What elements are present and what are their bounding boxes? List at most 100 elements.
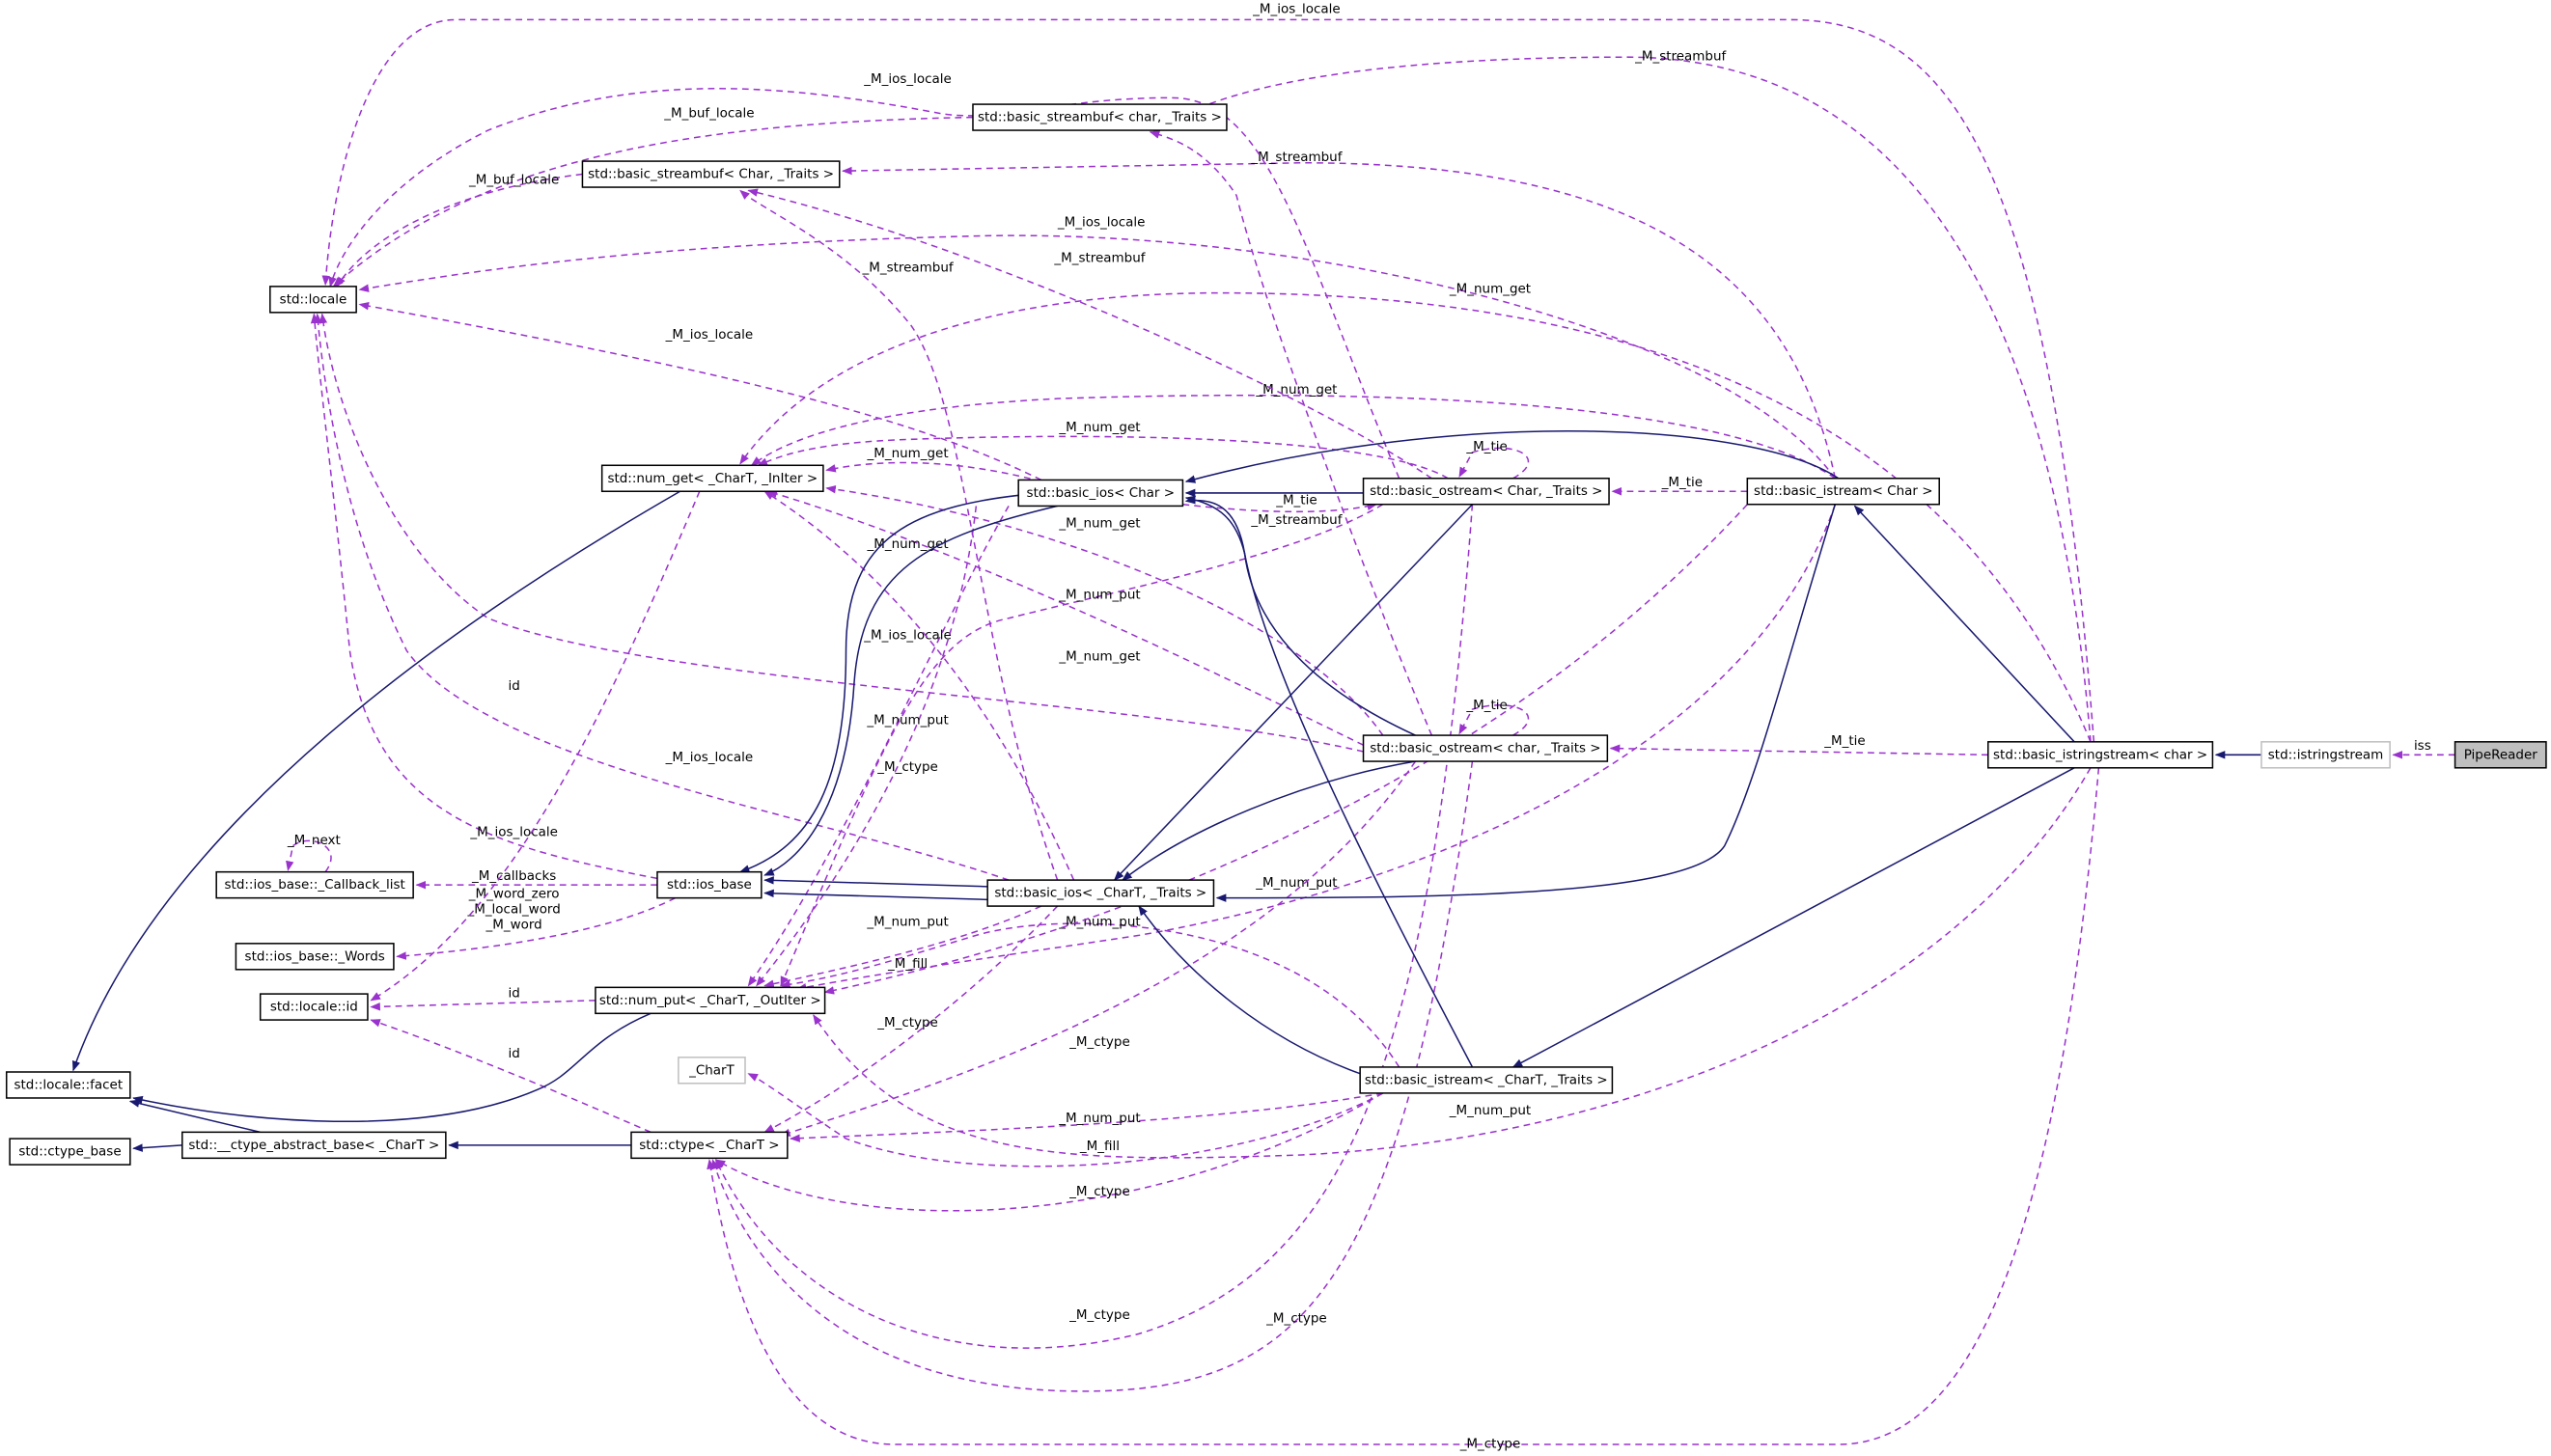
edge-label: _M_num_put — [866, 712, 948, 728]
edge-line — [370, 490, 701, 1002]
class-node-locid[interactable]: std::locale::id — [259, 993, 369, 1021]
edge-line — [823, 504, 1748, 995]
node-box — [972, 103, 1228, 131]
edge-label: _M_ios_locale — [863, 628, 951, 644]
class-node-num-get[interactable]: std::num_get< _CharT, _InIter > — [600, 464, 824, 493]
class-node-bios-char[interactable]: std::basic_ios< Char > — [1017, 479, 1184, 508]
edge-label: _M_ios_locale — [665, 327, 754, 343]
node-label: std::ctype_base — [18, 1144, 121, 1160]
class-node-ctype-base[interactable]: std::ctype_base — [9, 1138, 131, 1166]
inheritance-edge-cab-to-facet — [128, 1099, 261, 1134]
class-node-bos-char[interactable]: std::basic_ostream< Char, _Traits > — [1362, 478, 1610, 506]
edge-label: _M_num_get — [866, 446, 948, 461]
usage-edge-bis_Char-to-sb_Char: _M_streambuf — [842, 150, 1837, 479]
edge-label: _M_tie — [1275, 493, 1317, 508]
usage-edge-bos_char-to-sb_char: _M_streambuf — [1149, 130, 1433, 736]
edge-line — [358, 301, 1042, 481]
class-node-bis-char[interactable]: std::basic_istream< Char > — [1746, 478, 1940, 506]
usage-edge-bos_Char-to-num_get: _M_num_get — [757, 420, 1449, 480]
edge-line — [738, 492, 1041, 873]
edge-line — [739, 189, 1059, 881]
edge-label: _M_streambuf — [1634, 49, 1726, 65]
class-node-cb-list[interactable]: std::ios_base::_Callback_list — [215, 870, 414, 899]
node-box — [600, 464, 824, 493]
usage-edge-num_get-to-locid: id — [370, 490, 701, 1002]
class-node-iss[interactable]: std::istringstream — [2260, 741, 2391, 769]
inheritance-edge-bios_CharT-to-ios_base — [763, 876, 988, 888]
usage-edge-bios_Char-to-num_put: _M_num_put — [747, 506, 1010, 987]
class-node-sb-char[interactable]: std::basic_streambuf< Char, _Traits > — [581, 160, 841, 188]
usage-edge-bis_Char-to-bos_Char: _M_tie — [1611, 475, 1748, 496]
edge-label: _M_fill — [887, 956, 928, 972]
node-box — [2454, 741, 2547, 769]
edge-line — [71, 490, 680, 1072]
edge-label: _M_ios_locale — [863, 71, 951, 87]
edge-label: _M_ctype — [876, 759, 938, 775]
node-label: std::__ctype_abstract_base< _CharT > — [188, 1138, 439, 1153]
edge-line — [1511, 767, 2075, 1068]
class-node-num-put[interactable]: std::num_put< _CharT, _OutIter > — [595, 986, 826, 1015]
edge-label: _M_ios_locale — [1252, 2, 1341, 17]
edge-line — [1149, 130, 1433, 736]
edge-line — [358, 234, 1836, 480]
edge-label: _M_ctype — [1459, 1436, 1521, 1451]
node-box — [5, 1071, 131, 1099]
inheritance-edge-bos_Char-to-bios_CharT — [1113, 504, 1474, 881]
edge-line — [795, 504, 1837, 992]
edge-label: _M_local_word — [466, 902, 560, 918]
class-node-ctype[interactable]: std::ctype< _CharT > — [630, 1131, 789, 1160]
edge-line — [336, 173, 583, 288]
edge-line — [780, 504, 1384, 987]
node-label: std::ios_base — [667, 877, 752, 893]
inheritance-edge-bis_CharT-to-bios_Char — [1184, 495, 1474, 1068]
node-box — [630, 1131, 789, 1160]
edge-label: _M_streambuf — [861, 261, 953, 276]
node-box — [581, 160, 841, 188]
edge-label: _M_ios_locale — [665, 750, 754, 765]
class-node-bos-char[interactable]: std::basic_ostream< char, _Traits > — [1362, 734, 1609, 762]
edge-line — [370, 1019, 652, 1134]
node-label: std::locale — [280, 291, 347, 307]
usage-edge-bios_CharT-to-sb_Char: _M_streambuf — [739, 189, 1059, 881]
class-node-bios-chart[interactable]: std::basic_ios< _CharT, _Traits > — [986, 879, 1215, 907]
edge-line — [757, 435, 1449, 480]
edge-line — [1184, 495, 1474, 1068]
usage-edge-bis_CharT-to-num_put: _M_num_put — [780, 875, 1400, 1068]
edge-label: _M_num_put — [866, 914, 948, 929]
edge-line — [1215, 504, 1837, 902]
node-box — [269, 286, 357, 314]
edge-label: _M_ios_locale — [1057, 214, 1146, 230]
edge-line — [763, 876, 988, 888]
edge-line — [763, 505, 1058, 876]
edge-line — [132, 1012, 652, 1123]
class-node-sb-char[interactable]: std::basic_streambuf< char, _Traits > — [972, 103, 1228, 131]
usage-edge-biss-to-locale: _M_ios_locale — [321, 2, 2095, 742]
class-node-pipe[interactable]: PipeReader — [2454, 741, 2547, 769]
class-node-ios-base[interactable]: std::ios_base — [656, 870, 763, 899]
usage-edge-bos_char-to-ctype: _M_ctype — [711, 760, 1474, 1392]
node-label: std::basic_ostream< char, _Traits > — [1370, 741, 1600, 756]
inheritance-edge-biss-to-bis_CharT — [1511, 767, 2075, 1068]
class-node-locale[interactable]: std::locale — [269, 286, 357, 314]
class-node-cab[interactable]: std::__ctype_abstract_base< _CharT > — [181, 1131, 447, 1160]
node-box — [1746, 478, 1940, 506]
node-box — [1362, 478, 1610, 506]
edge-line — [780, 760, 1417, 1137]
class-node-bis-chart[interactable]: std::basic_istream< _CharT, _Traits > — [1359, 1066, 1614, 1094]
edge-line — [1184, 430, 1840, 483]
edge-label: _M_num_put — [1255, 875, 1337, 891]
node-label: std::istringstream — [2268, 747, 2384, 762]
edge-line — [766, 489, 1364, 746]
class-node-chart[interactable]: _CharT — [678, 1057, 746, 1085]
edge-line — [780, 922, 1400, 1068]
class-node-biss[interactable]: std::basic_istringstream< char > — [1987, 741, 2214, 769]
class-node-facet[interactable]: std::locale::facet — [5, 1071, 131, 1099]
inheritance-edge-bios_Char-to-ios_base — [738, 492, 1041, 873]
node-label: std::basic_istream< Char > — [1754, 483, 1932, 499]
edge-line — [714, 1092, 1384, 1212]
edge-line — [763, 905, 1059, 1134]
edge-line — [707, 767, 2100, 1445]
class-node-words[interactable]: std::ios_base::_Words — [235, 943, 395, 971]
edge-line — [328, 88, 1400, 480]
